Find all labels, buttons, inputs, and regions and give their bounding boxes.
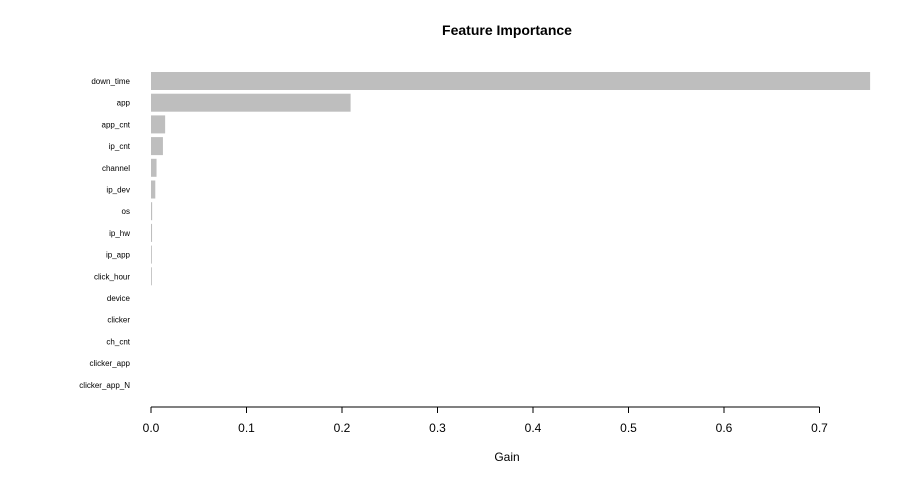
- category-label-app-cnt: app_cnt: [102, 120, 131, 129]
- bar-channel: [151, 158, 157, 177]
- x-axis-title: Gain: [494, 450, 519, 464]
- category-label-ch-cnt: ch_cnt: [106, 337, 130, 346]
- bar-app-cnt: [151, 115, 166, 134]
- category-label-clicker-app-N: clicker_app_N: [79, 381, 130, 390]
- bar-down-time: [151, 72, 871, 90]
- category-label-app: app: [117, 99, 131, 108]
- x-tick-label: 0.4: [525, 421, 542, 435]
- x-tick-label: 0.0: [143, 421, 160, 435]
- x-axis: 0.0 0.1 0.2 0.3 0.4 0.5 0.6 0.7: [143, 406, 828, 435]
- bar-ip-cnt: [151, 137, 163, 156]
- category-label-ip-dev: ip_dev: [106, 186, 130, 195]
- x-tick-label: 0.5: [620, 421, 637, 435]
- category-label-ip-app: ip_app: [106, 251, 131, 260]
- category-label-channel: channel: [102, 164, 130, 173]
- x-tick-label: 0.3: [429, 421, 446, 435]
- bars-group: [151, 72, 871, 286]
- category-label-ip-cnt: ip_cnt: [109, 142, 131, 151]
- chart-title: Feature Importance: [442, 22, 572, 38]
- bar-ip-dev: [151, 180, 156, 199]
- bar-ip-app: [151, 245, 152, 264]
- bar-click-hour: [151, 267, 152, 286]
- category-label-down-time: down_time: [91, 77, 130, 86]
- bar-os: [151, 202, 153, 221]
- bar-ip-hw: [151, 223, 153, 242]
- category-label-device: device: [107, 294, 131, 303]
- bar-app: [151, 93, 351, 112]
- category-label-click-hour: click_hour: [94, 272, 130, 281]
- category-label-ip-hw: ip_hw: [109, 229, 130, 238]
- x-tick-label: 0.6: [716, 421, 733, 435]
- category-label-clicker: clicker: [107, 316, 130, 325]
- x-tick-label: 0.1: [238, 421, 255, 435]
- category-label-os: os: [122, 207, 130, 216]
- x-tick-label: 0.7: [811, 421, 828, 435]
- x-tick-label: 0.2: [334, 421, 351, 435]
- category-label-clicker-app: clicker_app: [90, 359, 131, 368]
